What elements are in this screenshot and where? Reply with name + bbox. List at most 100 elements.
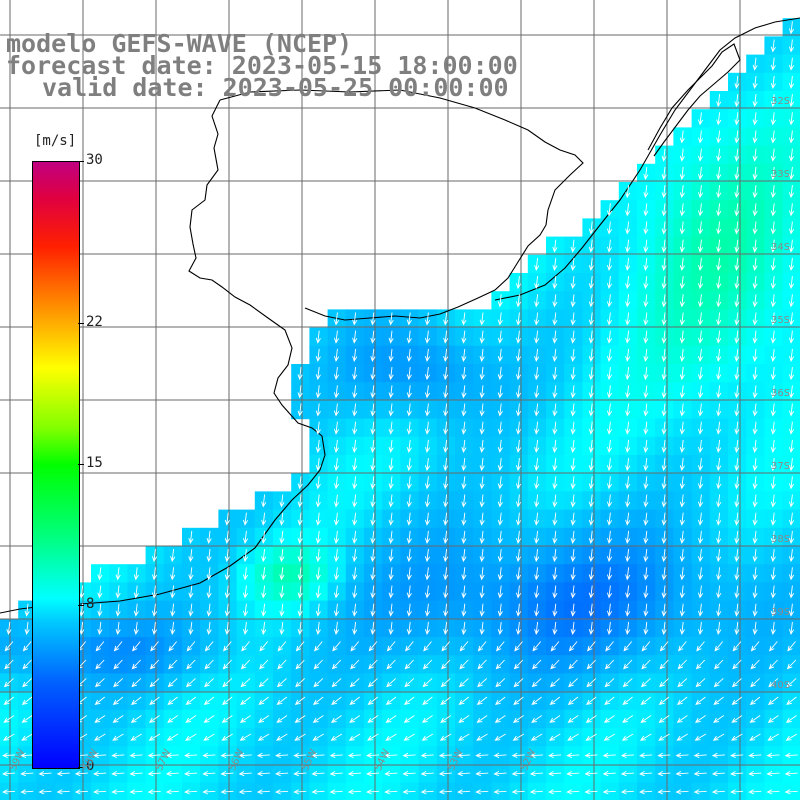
wind-arrow (388, 603, 394, 617)
wind-arrow (716, 512, 722, 526)
wind-arrow (625, 567, 631, 581)
wind-arrow (242, 585, 249, 599)
wind-arrow (588, 221, 594, 235)
wind-arrow (752, 512, 758, 526)
wind-arrow (534, 294, 540, 308)
wind-arrow (424, 385, 431, 399)
wind-arrow (515, 494, 522, 508)
wind-arrow (661, 276, 667, 290)
wind-arrow (112, 715, 124, 723)
wind-arrow (165, 789, 179, 795)
wind-arrow (550, 641, 560, 652)
wind-arrow (188, 567, 194, 581)
wind-arrow (242, 530, 249, 544)
wind-arrow (643, 603, 649, 617)
wind-arrow (297, 476, 303, 490)
wind-arrow (388, 585, 394, 599)
wind-arrow (204, 641, 214, 652)
wind-arrow (224, 530, 230, 544)
wind-arrow (734, 603, 740, 617)
wind-arrow (661, 239, 667, 253)
colorbar-tickmark (78, 605, 84, 607)
wind-arrow (79, 585, 85, 599)
wind-arrow (333, 585, 340, 599)
wind-arrow (534, 348, 540, 362)
wind-arrow (679, 458, 685, 472)
wind-arrow (424, 621, 431, 635)
wind-arrow (752, 403, 758, 417)
wind-arrow (479, 312, 485, 326)
wind-arrow (676, 715, 688, 723)
wind-arrow (497, 549, 503, 563)
wind-arrow (570, 294, 576, 308)
wind-arrow (206, 567, 212, 581)
wind-arrow (388, 385, 394, 399)
wind-arrow (384, 752, 398, 759)
wind-arrow (295, 641, 305, 652)
wind-arrow (497, 439, 503, 453)
wind-arrow (443, 348, 449, 362)
wind-arrow (606, 403, 613, 417)
wind-arrow (424, 312, 431, 326)
wind-arrow (661, 257, 667, 271)
wind-arrow (406, 367, 412, 381)
wind-arrow (643, 458, 649, 472)
colorbar (32, 161, 80, 769)
wind-arrow (93, 752, 107, 759)
wind-arrow (443, 385, 449, 399)
wind-arrow (548, 789, 562, 795)
wind-arrow (151, 549, 158, 563)
wind-arrow (734, 239, 740, 253)
wind-arrow (258, 678, 269, 688)
wind-arrow (752, 530, 758, 544)
wind-arrow (443, 458, 449, 472)
wind-arrow (402, 752, 416, 759)
wind-arrow (479, 621, 485, 635)
wind-arrow (770, 567, 776, 581)
wind-arrow (675, 752, 689, 759)
wind-arrow (606, 203, 613, 217)
wind-arrow (221, 733, 233, 741)
wind-arrow (130, 696, 142, 706)
wind-arrow (515, 585, 522, 599)
wind-arrow (679, 494, 685, 508)
wind-arrow (588, 567, 594, 581)
wind-arrow (679, 439, 685, 453)
wind-arrow (443, 312, 449, 326)
wind-arrow (24, 603, 30, 617)
wind-arrows (2, 21, 798, 795)
wind-arrow (333, 403, 340, 417)
wind-arrow (697, 257, 704, 271)
wind-arrow (147, 771, 161, 777)
wind-arrow (770, 39, 776, 53)
wind-arrow (258, 696, 269, 706)
wind-arrow (661, 367, 667, 381)
wind-arrow (658, 715, 670, 723)
wind-arrow (552, 549, 558, 563)
wind-arrow (752, 112, 758, 126)
wind-arrow (752, 421, 758, 435)
wind-arrow (697, 530, 704, 544)
wind-arrow (622, 715, 634, 723)
wind-arrow (770, 75, 776, 89)
wind-arrow (370, 494, 376, 508)
wind-arrow (697, 403, 704, 417)
wind-arrow (640, 715, 652, 723)
wind-arrow (534, 621, 540, 635)
colorbar-tick-0: 30 (86, 152, 103, 168)
wind-arrow (406, 348, 412, 362)
wind-arrow (661, 221, 667, 235)
wind-arrow (223, 641, 232, 652)
wind-arrow (315, 530, 321, 544)
wind-arrow (752, 458, 758, 472)
wind-arrow (297, 512, 303, 526)
wind-arrow (641, 641, 651, 652)
wind-arrow (661, 348, 667, 362)
wind-arrow (788, 385, 795, 399)
wind-arrow (440, 715, 452, 723)
wind-arrow (315, 494, 321, 508)
wind-arrow (697, 476, 704, 490)
wind-arrow (424, 585, 431, 599)
wind-arrow (188, 530, 194, 544)
wind-arrow (240, 696, 251, 706)
